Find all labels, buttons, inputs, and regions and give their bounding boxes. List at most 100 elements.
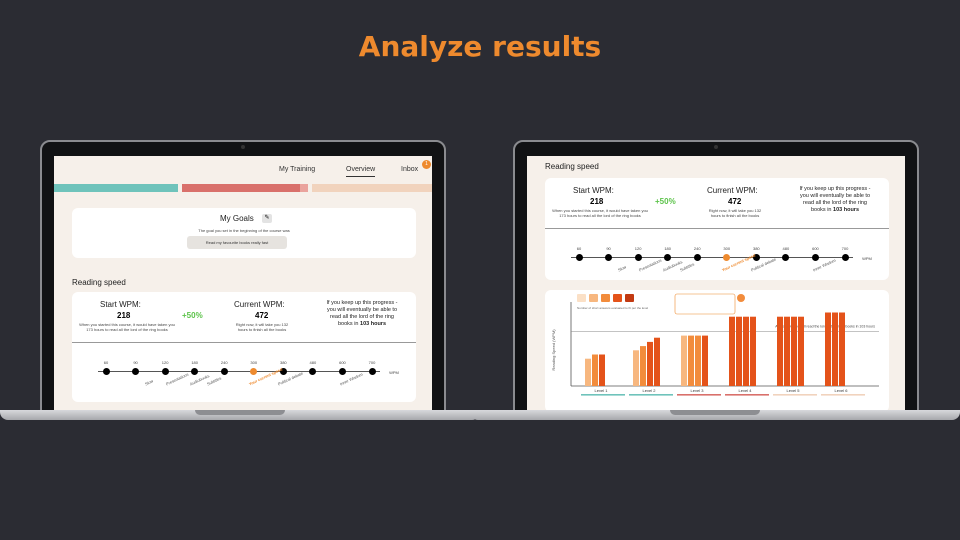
chart-bar <box>681 335 687 386</box>
start-wpm-label: Start WPM: <box>573 186 614 195</box>
scale-dot <box>309 368 317 375</box>
laptop-base <box>470 410 960 420</box>
chart-bar <box>729 316 735 386</box>
scale-dot <box>634 254 642 261</box>
chart-bar <box>647 341 653 386</box>
scale-dot <box>132 368 140 375</box>
legend-swatch <box>613 294 622 302</box>
section-title: Reading speed <box>545 162 599 171</box>
edit-icon[interactable]: ✎ <box>262 214 272 223</box>
current-wpm-value: 472 <box>728 197 742 206</box>
level-underline <box>821 394 865 396</box>
speed-scale: 60 90 120 180 240 300 380 480 600 700 WPM Slow Prese… <box>72 292 416 402</box>
current-wpm-note: Right now, it will take you 132 hours to… <box>235 322 289 332</box>
chart-bar <box>791 316 797 386</box>
scale-zone-label: Presentations <box>638 257 663 273</box>
progress-strip-1 <box>54 184 178 192</box>
base-notch <box>670 410 760 415</box>
scale-dot <box>605 254 613 261</box>
legend-note: Number of short answers evaluated to fit… <box>577 306 648 310</box>
goals-subtitle: The goal you set in the beginning of the… <box>198 228 290 233</box>
scale-tick-label: 600 <box>812 246 819 251</box>
scale-tick-label: 240 <box>220 360 228 365</box>
projection-sentence: If you keep up this progress - you will … <box>799 186 871 214</box>
scale-tick-label: 300 <box>250 360 258 365</box>
projection-hours: 103 hours <box>833 207 859 214</box>
chart-bar <box>585 358 591 386</box>
scale-tick-label: 480 <box>782 246 790 251</box>
chart-bar <box>777 316 783 386</box>
level-underline <box>677 394 721 396</box>
scale-line <box>98 371 380 372</box>
scale-tick-label: 380 <box>279 360 287 365</box>
scale-dot <box>693 254 701 261</box>
chart-bar <box>839 312 845 386</box>
level-underline <box>581 394 625 396</box>
start-wpm-note: When you started this course, it would h… <box>552 208 648 218</box>
scale-dot <box>279 368 287 375</box>
scale-tick-label: 180 <box>191 360 198 365</box>
chart-bar <box>695 335 701 386</box>
change-percent: +50% <box>182 311 203 320</box>
scale-tick-label: 90 <box>606 246 611 251</box>
chart-bar <box>798 316 804 386</box>
goal-button[interactable]: Read my favourite books really fast <box>187 236 287 249</box>
goals-card: My Goals ✎ The goal you set in the begin… <box>72 208 416 258</box>
scale-tick-label: 700 <box>368 360 376 365</box>
x-tick-label: Level 4 <box>739 388 753 393</box>
scale-tick-label: 700 <box>841 246 849 251</box>
y-axis-label: Reading Speed (WPM) <box>551 329 556 371</box>
scale-tick-label: 600 <box>339 360 346 365</box>
legend-swatch <box>625 294 634 302</box>
chart-bar <box>743 316 749 386</box>
legend-swatch <box>589 294 598 302</box>
scale-dot <box>191 368 199 375</box>
chart-bar <box>736 316 742 386</box>
legend-swatch <box>601 294 610 302</box>
start-wpm-value: 218 <box>117 311 131 320</box>
right-screen: Reading speed Start WPM: 218 When you st… <box>527 156 905 412</box>
scale-dot <box>782 254 790 261</box>
tab-inbox[interactable]: Inbox <box>401 166 419 173</box>
scale-dot <box>752 254 760 261</box>
x-tick-label: Level 6 <box>835 388 849 393</box>
slide-title: Analyze results <box>358 30 602 63</box>
left-screen: My Training Overview Inbox 1 My Goals ✎ … <box>54 156 432 412</box>
laptop-bezel: My Training Overview Inbox 1 My Goals ✎ … <box>40 140 446 412</box>
chart-bar <box>654 337 660 386</box>
goals-title: My Goals <box>220 214 254 223</box>
scale-tick-label: 480 <box>309 360 317 365</box>
scale-tick-label: 180 <box>664 246 671 251</box>
chart-bar <box>592 354 598 386</box>
progress-strip-2 <box>182 184 300 192</box>
chart-bar <box>750 316 756 386</box>
section-title: Reading speed <box>72 278 126 287</box>
current-speed-dot <box>250 368 258 375</box>
x-tick-label: Level 1 <box>595 388 609 393</box>
level-underline <box>629 394 673 396</box>
scale-tick-label: 300 <box>723 246 731 251</box>
chart-bar <box>825 312 831 386</box>
chart-bar <box>832 312 838 386</box>
scale-zone-label: Presentations <box>165 371 190 387</box>
scale-unit: WPM <box>862 256 872 261</box>
scale-dot <box>161 368 169 375</box>
scale-line <box>571 257 853 258</box>
scale-zone-label: Slow <box>617 264 628 273</box>
scale-tick-label: 120 <box>634 246 642 251</box>
level-underline <box>725 394 769 396</box>
scale-dot <box>368 368 376 375</box>
divider <box>545 228 889 229</box>
annotation-dot <box>737 294 745 302</box>
current-wpm-note: Right now, it will take you 132 hours to… <box>708 208 762 218</box>
scale-tick-label: 120 <box>161 360 169 365</box>
current-speed-dot <box>723 254 731 261</box>
chart-bar <box>688 335 694 386</box>
tab-my-training[interactable]: My Training <box>279 166 316 173</box>
projection-hours: 103 hours <box>360 321 386 328</box>
start-wpm-note: When you started this course, it would h… <box>79 322 175 332</box>
reading-speed-card: Start WPM: 218 When you started this cou… <box>72 292 416 402</box>
laptop-bezel: Reading speed Start WPM: 218 When you st… <box>513 140 919 412</box>
tab-overview[interactable]: Overview <box>346 166 376 177</box>
